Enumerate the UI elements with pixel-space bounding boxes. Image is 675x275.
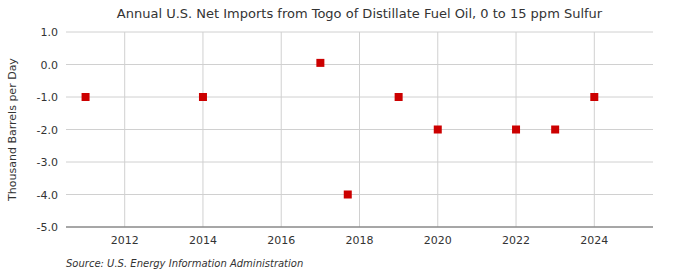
point <box>395 93 403 101</box>
y-tick-label: -3.0 <box>37 156 58 169</box>
y-tick-label: -5.0 <box>37 221 58 234</box>
title: Annual U.S. Net Imports from Togo of Dis… <box>117 6 603 21</box>
source: Source: U.S. Energy Information Administ… <box>66 258 303 269</box>
y-tick-label: -1.0 <box>37 91 58 104</box>
x-grid-line <box>359 32 360 227</box>
point <box>512 126 520 134</box>
y-tick-label: -2.0 <box>37 124 58 137</box>
point <box>590 93 598 101</box>
point <box>82 93 90 101</box>
x-grid-line <box>124 32 125 227</box>
x-tick-label: 2020 <box>424 234 452 247</box>
y-grid-line <box>66 227 653 228</box>
y-tick-label: -4.0 <box>37 189 58 202</box>
y-axis-label: Thousand Barrels per Day <box>6 58 19 202</box>
point <box>344 191 352 199</box>
point <box>434 126 442 134</box>
point <box>551 126 559 134</box>
chart: 1.0 0.0 -1.0 -2.0 -3.0 -4.0 -5.0 2012 2014 2016 20… <box>0 0 675 275</box>
x-grid-line <box>281 32 282 227</box>
x-tick-label: 2024 <box>580 234 608 247</box>
x-tick-label: 2012 <box>111 234 139 247</box>
grid <box>66 32 653 227</box>
x-tick-label: 2022 <box>502 234 530 247</box>
point <box>316 59 324 67</box>
y-tick-label: 0.0 <box>41 59 59 72</box>
point <box>199 93 207 101</box>
y-tick-label: 1.0 <box>41 26 59 39</box>
x-tick-label: 2016 <box>267 234 295 247</box>
x-tick-label: 2014 <box>189 234 217 247</box>
x-tick-label: 2018 <box>346 234 374 247</box>
x-grid-line <box>202 32 203 227</box>
x-grid-line <box>594 32 595 227</box>
x-axis-line <box>66 227 653 228</box>
points <box>82 59 599 199</box>
